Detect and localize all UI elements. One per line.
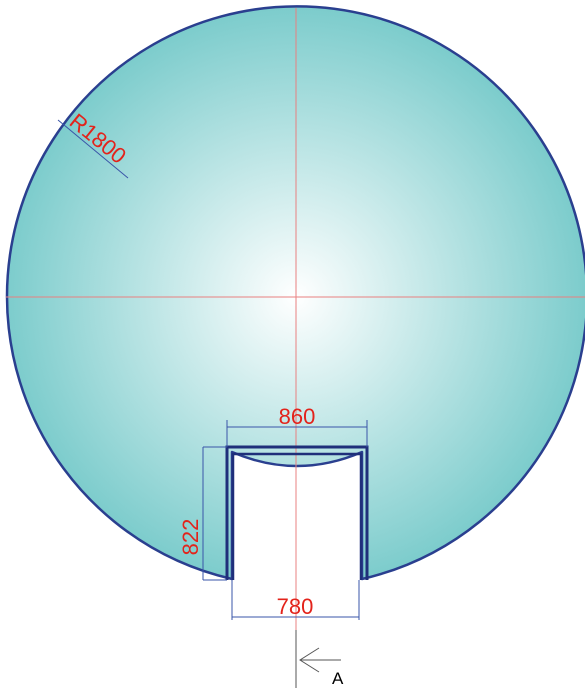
opening-frame-inner — [231, 452, 363, 580]
section-arrow-head-icon — [299, 647, 320, 673]
bottom-width-dimension-label: 780 — [277, 594, 314, 619]
radius-leader-line — [57, 119, 129, 179]
section-marker-label: A — [332, 669, 344, 688]
side-height-dimension-label: 822 — [178, 519, 203, 556]
top-width-dimension-label: 860 — [279, 404, 316, 429]
opening-frame-outer — [225, 445, 369, 580]
